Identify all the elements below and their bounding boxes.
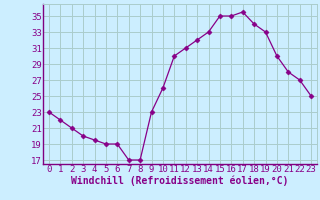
X-axis label: Windchill (Refroidissement éolien,°C): Windchill (Refroidissement éolien,°C) [71,176,289,186]
